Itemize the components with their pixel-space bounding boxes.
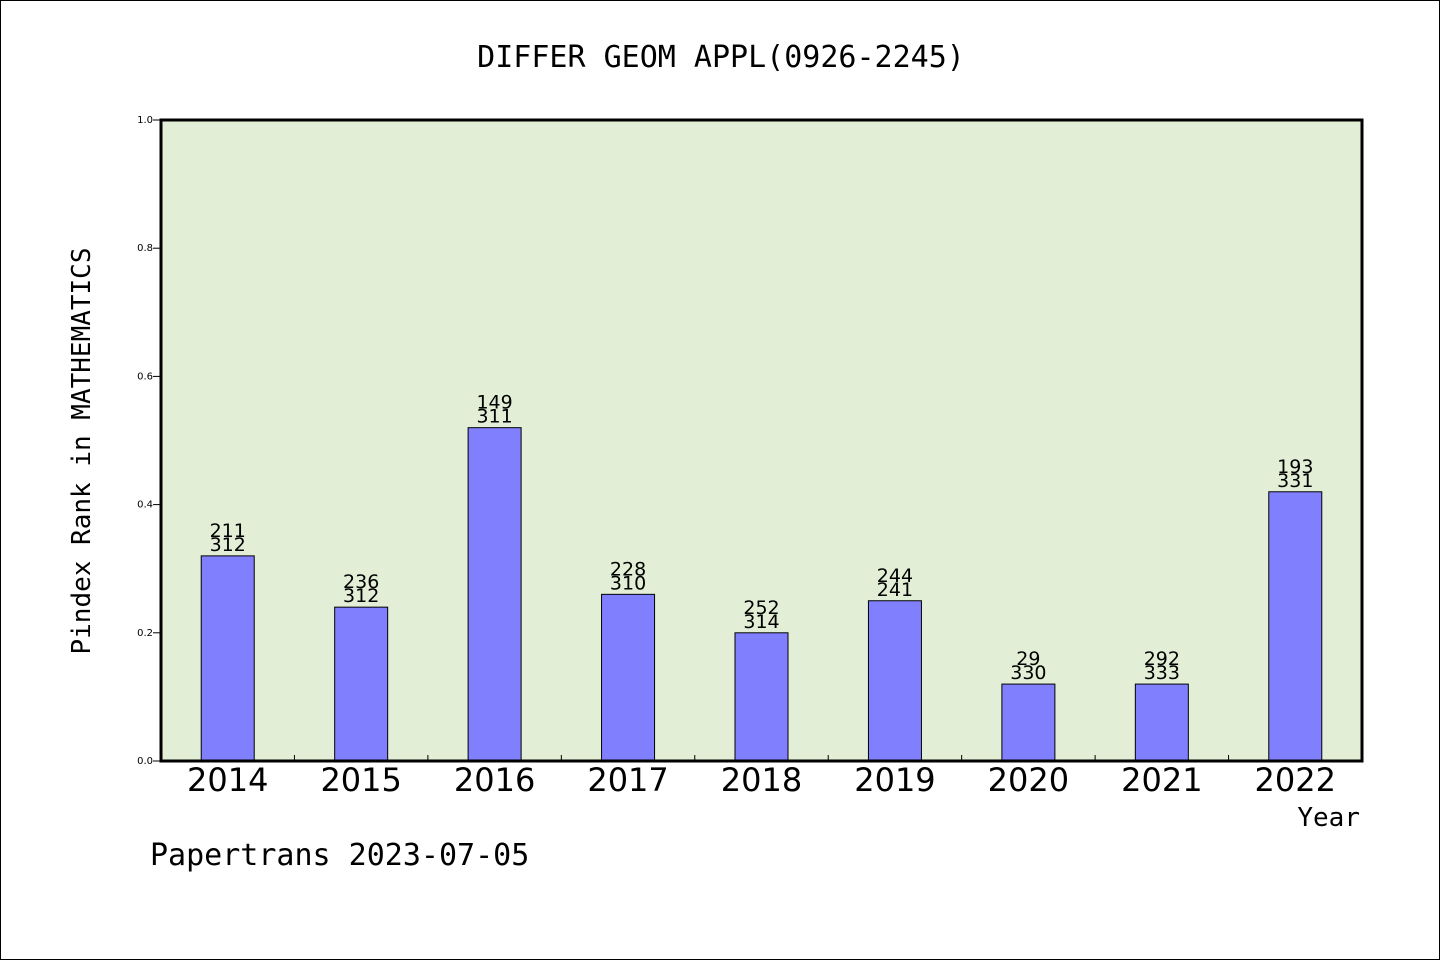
data-label-bottom: 312 xyxy=(343,585,379,607)
data-labels: 2113122363121493112283102523142442412933… xyxy=(210,392,1314,684)
bar-2020 xyxy=(1001,683,1056,762)
data-label-top: 236 xyxy=(343,571,379,593)
x-axis-label: Year xyxy=(1297,803,1360,833)
x-tick-label: 2021 xyxy=(1121,761,1202,799)
data-label-top: 292 xyxy=(1144,648,1180,670)
bar-2019 xyxy=(867,600,922,762)
y-tick-label: 0.4 xyxy=(137,500,153,511)
bar-2015 xyxy=(334,606,389,762)
bar-2018 xyxy=(734,632,789,762)
data-label-top: 244 xyxy=(877,565,913,587)
y-tick-label: 0.8 xyxy=(137,243,153,254)
plot-border xyxy=(159,118,1364,763)
data-label-bottom: 310 xyxy=(610,572,646,594)
x-tick-label: 2014 xyxy=(187,761,268,799)
data-label-top: 193 xyxy=(1277,456,1313,478)
data-label-bottom: 241 xyxy=(877,579,913,601)
bar-2014 xyxy=(200,555,255,762)
y-tick-label: 0.0 xyxy=(137,756,153,767)
data-label-bottom: 311 xyxy=(476,406,512,428)
data-label-top: 228 xyxy=(610,558,646,580)
y-tick-label: 1.0 xyxy=(137,115,153,126)
chart-title: DIFFER GEOM APPL(0926-2245) xyxy=(477,40,965,75)
data-label-bottom: 330 xyxy=(1010,662,1046,684)
bar-2016 xyxy=(467,427,522,762)
data-label-top: 211 xyxy=(210,520,246,542)
data-label-bottom: 312 xyxy=(210,534,246,556)
data-label-top: 29 xyxy=(1016,648,1040,670)
x-axis: 2014 2015 2016 2017 2018 2019 2020 2021 2022 xyxy=(187,755,1336,799)
y-tick-label: 0.6 xyxy=(137,371,153,382)
data-label-bottom: 314 xyxy=(743,611,779,633)
x-tick-label: 2019 xyxy=(854,761,935,799)
data-label-bottom: 333 xyxy=(1144,662,1180,684)
bar-2017 xyxy=(601,593,656,762)
bar-2021 xyxy=(1134,683,1189,762)
data-label-bottom: 331 xyxy=(1277,470,1313,492)
y-axis-label: Pindex Rank in MATHEMATICS xyxy=(67,248,97,655)
x-tick-label: 2022 xyxy=(1255,761,1336,799)
x-tick-label: 2015 xyxy=(320,761,401,799)
data-label-top: 252 xyxy=(743,597,779,619)
bars xyxy=(200,427,1323,762)
bar-2022 xyxy=(1268,491,1323,762)
x-tick-label: 2017 xyxy=(587,761,668,799)
x-tick-label: 2020 xyxy=(988,761,1069,799)
y-tick-label: 0.2 xyxy=(137,628,153,639)
footer-text: Papertrans 2023-07-05 xyxy=(150,838,529,873)
x-tick-label: 2018 xyxy=(721,761,802,799)
data-label-top: 149 xyxy=(476,392,512,414)
x-tick-label: 2016 xyxy=(454,761,535,799)
y-axis: 0.0 0.2 0.4 0.6 0.8 1.0 xyxy=(137,115,161,767)
